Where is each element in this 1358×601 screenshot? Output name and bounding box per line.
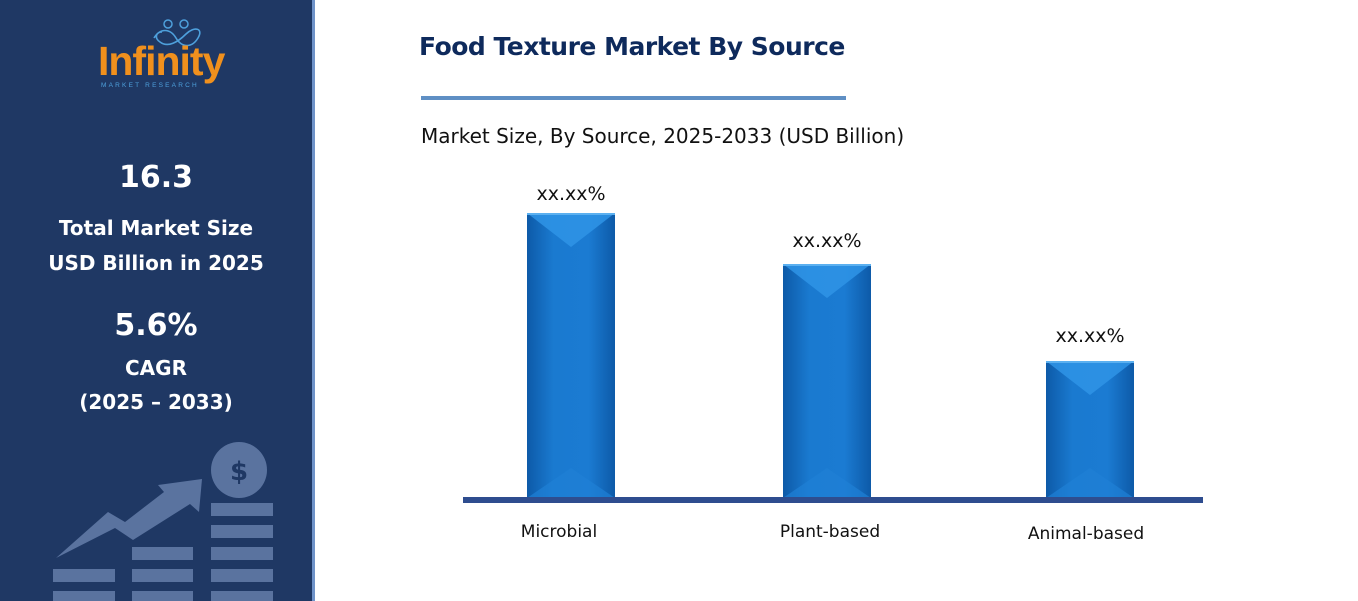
summary-sidebar: Infinity MARKET RESEARCH 16.3 Total Mark…	[0, 0, 312, 601]
svg-text:$: $	[230, 457, 248, 487]
market-size-label-line1: Total Market Size	[58, 216, 254, 240]
market-size-value: 16.3	[118, 160, 194, 195]
chart-subtitle: Market Size, By Source, 2025-2033 (USD B…	[421, 124, 905, 148]
infinity-people-icon	[153, 19, 201, 47]
x-axis-line	[463, 497, 1203, 503]
title-underline	[421, 96, 846, 100]
cagr-period: (2025 – 2033)	[79, 390, 233, 414]
category-label-microbial: Microbial	[520, 522, 598, 542]
bar-value-label: xx.xx%	[1055, 325, 1125, 347]
growth-chart-dollar-icon: $	[53, 442, 273, 601]
bar-microbial	[527, 213, 615, 498]
cagr-label: CAGR	[125, 356, 187, 380]
brand-name: Infinity	[98, 38, 225, 84]
category-label-animal-based: Animal-based	[1027, 524, 1145, 544]
bar-animal-based	[1046, 361, 1134, 498]
bar-plant-based	[783, 264, 871, 498]
bar-value-label: xx.xx%	[536, 183, 606, 205]
sidebar-divider	[312, 0, 315, 601]
chart-title: Food Texture Market By Source	[419, 32, 845, 61]
category-label-plant-based: Plant-based	[779, 522, 881, 542]
market-size-label-line2: USD Billion in 2025	[48, 251, 264, 275]
cagr-value: 5.6%	[114, 308, 198, 343]
infinity-logo: Infinity MARKET RESEARCH	[98, 18, 233, 93]
bar-value-label: xx.xx%	[792, 230, 862, 252]
brand-tagline: MARKET RESEARCH	[101, 82, 199, 89]
